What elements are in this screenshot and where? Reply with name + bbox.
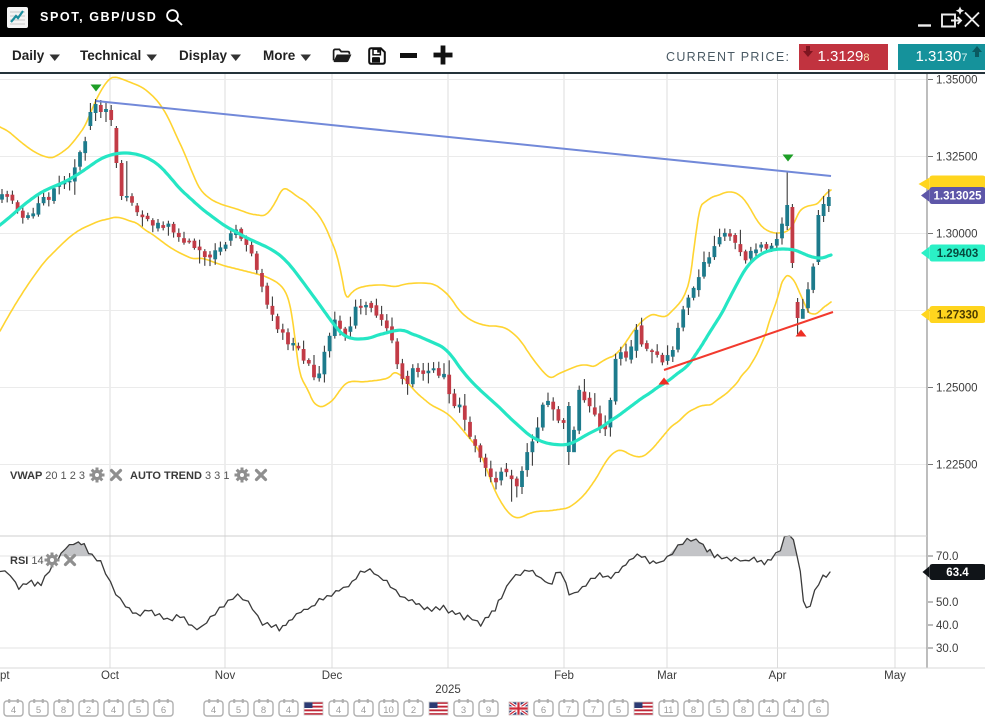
svg-text:Apr: Apr [769, 670, 787, 682]
svg-text:May: May [884, 670, 906, 682]
svg-text:5: 5 [716, 705, 721, 716]
svg-text:Oct: Oct [101, 670, 120, 682]
svg-text:9: 9 [486, 705, 491, 716]
svg-text:40.0: 40.0 [936, 620, 958, 632]
svg-text:Dec: Dec [322, 670, 343, 682]
svg-text:1.27330: 1.27330 [937, 310, 979, 322]
svg-text:Mar: Mar [657, 670, 677, 682]
svg-text:Feb: Feb [554, 670, 574, 682]
svg-text:AUTO TREND 3 3 1: AUTO TREND 3 3 1 [130, 470, 229, 482]
svg-text:30.0: 30.0 [936, 643, 958, 655]
svg-text:2025: 2025 [435, 684, 461, 696]
svg-text:1.313025: 1.313025 [934, 191, 983, 203]
svg-text:8: 8 [61, 705, 66, 716]
svg-text:RSI 14: RSI 14 [10, 555, 44, 567]
svg-text:5: 5 [616, 705, 621, 716]
svg-text:6: 6 [816, 705, 821, 716]
svg-text:2: 2 [86, 705, 91, 716]
svg-text:50.0: 50.0 [936, 597, 958, 609]
svg-text:11: 11 [664, 705, 674, 716]
svg-text:4: 4 [11, 705, 16, 716]
svg-text:1.35000: 1.35000 [936, 75, 978, 87]
svg-text:4: 4 [336, 705, 341, 716]
svg-text:4: 4 [286, 705, 291, 716]
svg-text:3: 3 [461, 705, 466, 716]
svg-text:Nov: Nov [215, 670, 236, 682]
svg-text:1.22500: 1.22500 [936, 460, 978, 472]
svg-text:10: 10 [383, 705, 394, 716]
svg-text:63.4: 63.4 [946, 567, 969, 579]
svg-text:2: 2 [411, 705, 416, 716]
svg-text:4: 4 [361, 705, 366, 716]
svg-text:8: 8 [691, 705, 696, 716]
svg-text:1.30000: 1.30000 [936, 229, 978, 241]
svg-text:5: 5 [236, 705, 241, 716]
svg-text:4: 4 [111, 705, 116, 716]
svg-text:1.25000: 1.25000 [936, 383, 978, 395]
svg-text:6: 6 [161, 705, 166, 716]
svg-text:VWAP 20 1 2 3: VWAP 20 1 2 3 [10, 470, 85, 482]
svg-text:1.29403: 1.29403 [937, 248, 979, 260]
svg-text:4: 4 [791, 705, 796, 716]
svg-text:4: 4 [766, 705, 771, 716]
svg-text:8: 8 [741, 705, 746, 716]
svg-text:6: 6 [541, 705, 546, 716]
svg-text:5: 5 [136, 705, 141, 716]
svg-text:1.32500: 1.32500 [936, 152, 978, 164]
svg-text:7: 7 [566, 705, 571, 716]
svg-text:7: 7 [591, 705, 596, 716]
svg-text:4: 4 [211, 705, 216, 716]
svg-text:8: 8 [261, 705, 266, 716]
svg-text:5: 5 [36, 705, 41, 716]
svg-text:70.0: 70.0 [936, 551, 958, 563]
svg-text:pt: pt [0, 670, 10, 682]
